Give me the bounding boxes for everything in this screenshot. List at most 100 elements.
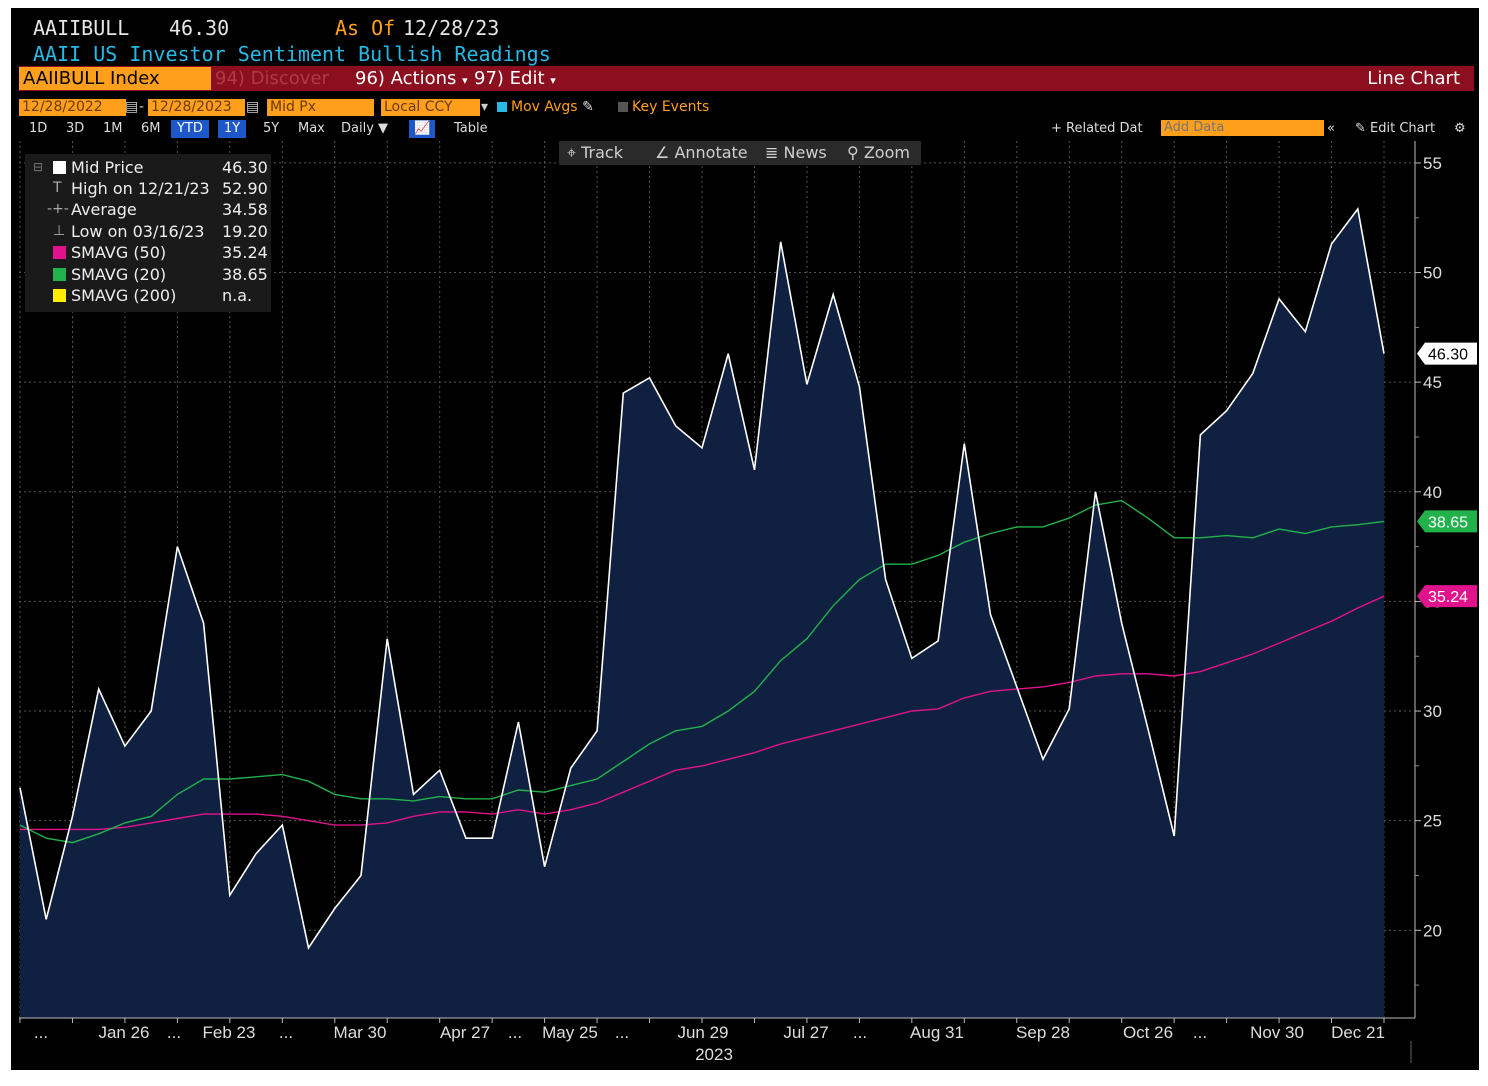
x-tick-label: Apr 27 bbox=[440, 1023, 490, 1042]
collapse-icon[interactable]: « bbox=[1327, 121, 1335, 136]
add-data-input[interactable] bbox=[1161, 120, 1324, 136]
legend-label: Average bbox=[71, 200, 137, 219]
collapse-box-icon[interactable]: ⊟ bbox=[33, 160, 44, 174]
calendar-icon[interactable]: ▤ bbox=[246, 99, 260, 115]
period-6m[interactable]: 6M bbox=[141, 121, 161, 136]
period-3d[interactable]: 3D bbox=[66, 121, 85, 136]
frequency-select[interactable]: Daily ▼ bbox=[341, 120, 388, 138]
period-5y[interactable]: 5Y bbox=[263, 121, 280, 136]
legend-label: SMAVG (50) bbox=[71, 243, 167, 262]
legend-value: n.a. bbox=[222, 286, 253, 305]
last-value: 46.30 bbox=[169, 16, 230, 40]
chevron-down-icon: ▾ bbox=[550, 74, 556, 87]
legend-average[interactable]: -+- Average 34.58 bbox=[25, 199, 271, 220]
x-tick-label: Sep 28 bbox=[1016, 1023, 1070, 1042]
key-events-label: Key Events bbox=[632, 99, 710, 115]
legend-high[interactable]: T High on 12/21/23 52.90 bbox=[25, 178, 271, 199]
end-date-field[interactable]: 12/28/2023 bbox=[148, 99, 245, 116]
price-area-fill bbox=[20, 209, 1384, 1018]
x-tick-label: Jan 26 bbox=[98, 1023, 149, 1042]
y-tick-label: 50 bbox=[1423, 264, 1442, 283]
legend-smavg-50[interactable]: SMAVG (50) 35.24 bbox=[25, 242, 271, 263]
x-tick-label: ... bbox=[279, 1023, 293, 1042]
legend-value: 52.90 bbox=[222, 179, 268, 198]
x-tick-label: ... bbox=[167, 1023, 181, 1042]
news-icon: ≣ bbox=[765, 143, 779, 162]
period-1y[interactable]: 1Y bbox=[218, 120, 247, 138]
y-tick-label: 30 bbox=[1423, 702, 1442, 721]
table-button[interactable]: Table bbox=[454, 121, 488, 136]
as-of-label: As Of bbox=[335, 16, 396, 40]
checkbox-checked-icon bbox=[497, 102, 507, 112]
news-label: News bbox=[783, 143, 827, 162]
legend-smavg-200[interactable]: SMAVG (200) n.a. bbox=[25, 285, 271, 306]
mov-avgs-toggle[interactable]: Mov Avgs ✎ bbox=[497, 99, 594, 116]
track-tool[interactable]: ⌖ Track bbox=[567, 141, 623, 165]
pencil-icon: ∠ bbox=[655, 143, 670, 162]
chevron-down-icon: ▾ bbox=[462, 74, 468, 87]
legend-mid-price[interactable]: ⊟ Mid Price 46.30 bbox=[25, 157, 271, 178]
chart-legend: ⊟ Mid Price 46.30 T High on 12/21/23 52.… bbox=[25, 154, 271, 312]
legend-label: SMAVG (200) bbox=[71, 286, 177, 305]
zoom-label: Zoom bbox=[863, 143, 910, 162]
currency-select[interactable]: Local CCY bbox=[381, 99, 480, 116]
calendar-icon[interactable]: ▤ bbox=[125, 99, 139, 115]
security-input[interactable]: AAIIBULL Index bbox=[19, 67, 211, 90]
x-tick-label: Feb 23 bbox=[203, 1023, 256, 1042]
legend-swatch bbox=[53, 289, 66, 302]
related-data-button[interactable]: + Related Dat bbox=[1051, 121, 1143, 136]
price-field-select[interactable]: Mid Px bbox=[267, 99, 374, 116]
chevron-down-icon[interactable]: ▾ bbox=[481, 99, 489, 115]
period-ytd[interactable]: YTD bbox=[171, 120, 209, 138]
last-value-badge bbox=[1417, 585, 1477, 608]
chart-area[interactable]: 2025303540455055...Jan 26...Feb 23...Mar… bbox=[11, 8, 1479, 1070]
chart-tools-bar: ⌖ Track ∠ Annotate ≣ News ⚲ Zoom bbox=[559, 141, 921, 165]
edit-menu[interactable]: 97) Edit ▾ bbox=[474, 68, 556, 89]
legend-value: 38.65 bbox=[222, 265, 268, 284]
x-tick-label: Jul 27 bbox=[783, 1023, 828, 1042]
chart-type-label: Line Chart bbox=[1367, 68, 1460, 89]
annotate-label: Annotate bbox=[674, 143, 748, 162]
discover-menu[interactable]: 94) Discover bbox=[215, 68, 329, 89]
news-tool[interactable]: ≣ News bbox=[765, 141, 827, 165]
pencil-icon: ✎ bbox=[1355, 121, 1366, 136]
edit-label: 97) Edit bbox=[474, 68, 545, 89]
x-tick-label: ... bbox=[1193, 1023, 1207, 1042]
x-tick-label: Mar 30 bbox=[334, 1023, 387, 1042]
y-tick-label: 40 bbox=[1423, 483, 1442, 502]
x-tick-label: Jun 29 bbox=[677, 1023, 728, 1042]
legend-value: 35.24 bbox=[222, 243, 268, 262]
last-value-label: 35.24 bbox=[1428, 589, 1468, 606]
legend-low[interactable]: ⊥ Low on 03/16/23 19.20 bbox=[25, 221, 271, 242]
actions-menu[interactable]: 96) Actions ▾ bbox=[355, 68, 468, 89]
series-line-mid-price bbox=[19, 207, 1385, 950]
mov-avgs-label: Mov Avgs bbox=[511, 99, 578, 115]
series-line-smavg-50 bbox=[20, 595, 1385, 831]
magnifier-icon: ⚲ bbox=[847, 143, 859, 162]
line-chart-icon[interactable]: 📈 bbox=[409, 120, 436, 138]
high-marker-icon: T bbox=[53, 180, 62, 196]
x-tick-label: Oct 26 bbox=[1123, 1023, 1173, 1042]
x-tick-label: Dec 21 bbox=[1331, 1023, 1385, 1042]
edit-chart-button[interactable]: ✎ Edit Chart bbox=[1355, 120, 1435, 138]
last-value-badge bbox=[1417, 510, 1477, 533]
x-tick-label: ... bbox=[615, 1023, 629, 1042]
start-date-field[interactable]: 12/28/2022 bbox=[19, 99, 126, 116]
date-separator: - bbox=[139, 99, 145, 115]
average-marker-icon: -+- bbox=[47, 201, 69, 217]
frequency-label: Daily bbox=[341, 121, 374, 136]
key-events-toggle[interactable]: Key Events bbox=[618, 99, 709, 116]
period-1d[interactable]: 1D bbox=[29, 121, 48, 136]
period-max[interactable]: Max bbox=[298, 121, 325, 136]
annotate-tool[interactable]: ∠ Annotate bbox=[655, 141, 748, 165]
period-1m[interactable]: 1M bbox=[103, 121, 123, 136]
x-tick-label: ... bbox=[508, 1023, 522, 1042]
gear-icon[interactable]: ⚙ bbox=[1454, 121, 1466, 136]
zoom-tool[interactable]: ⚲ Zoom bbox=[847, 141, 910, 165]
legend-swatch bbox=[53, 161, 66, 174]
command-toolbar: AAIIBULL Index 94) Discover 96) Actions … bbox=[19, 66, 1474, 91]
track-label: Track bbox=[581, 143, 623, 162]
security-description: AAII US Investor Sentiment Bullish Readi… bbox=[33, 42, 551, 66]
legend-smavg-20[interactable]: SMAVG (20) 38.65 bbox=[25, 264, 271, 285]
last-value-label: 46.30 bbox=[1428, 347, 1468, 364]
